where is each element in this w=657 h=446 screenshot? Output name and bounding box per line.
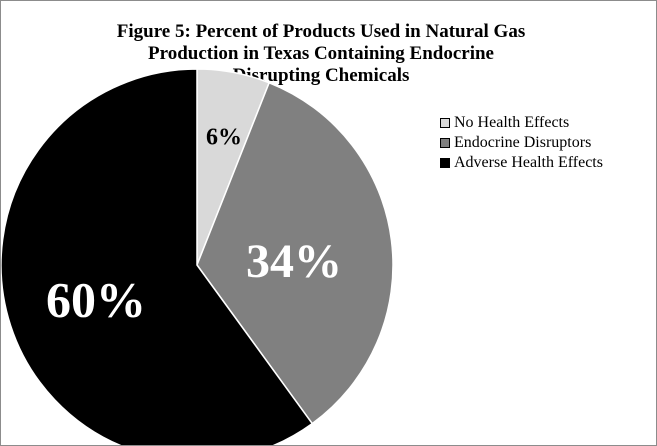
chart-title-line-3: Disrupting Chemicals bbox=[232, 65, 410, 86]
legend-label-endocrine-disruptors: Endocrine Disruptors bbox=[454, 134, 592, 151]
legend-swatch-endocrine-disruptors bbox=[440, 138, 450, 148]
pie-label-adverse-health-effects: 60% bbox=[46, 271, 146, 327]
legend-item-adverse-health-effects: Adverse Health Effects bbox=[440, 153, 603, 173]
legend-label-adverse-health-effects: Adverse Health Effects bbox=[454, 154, 603, 171]
pie-label-no-health-effects: 6% bbox=[206, 125, 242, 151]
chart-legend: No Health Effects Endocrine Disruptors A… bbox=[440, 113, 603, 173]
chart-title-line-2: Production in Texas Containing Endocrine bbox=[148, 43, 494, 64]
legend-item-no-health-effects: No Health Effects bbox=[440, 113, 603, 133]
legend-label-no-health-effects: No Health Effects bbox=[454, 114, 570, 131]
legend-swatch-adverse-health-effects bbox=[440, 158, 450, 168]
pie-label-endocrine-disruptors: 34% bbox=[246, 235, 342, 288]
legend-item-endocrine-disruptors: Endocrine Disruptors bbox=[440, 133, 603, 153]
chart-title: Figure 5: Percent of Products Used in Na… bbox=[96, 21, 546, 87]
pie-slice-endocrine-disruptors bbox=[196, 81, 394, 425]
pie-slice-adverse-health-effects bbox=[1, 68, 314, 445]
chart-title-line-1: Figure 5: Percent of Products Used in Na… bbox=[116, 21, 526, 42]
legend-swatch-no-health-effects bbox=[440, 118, 450, 128]
